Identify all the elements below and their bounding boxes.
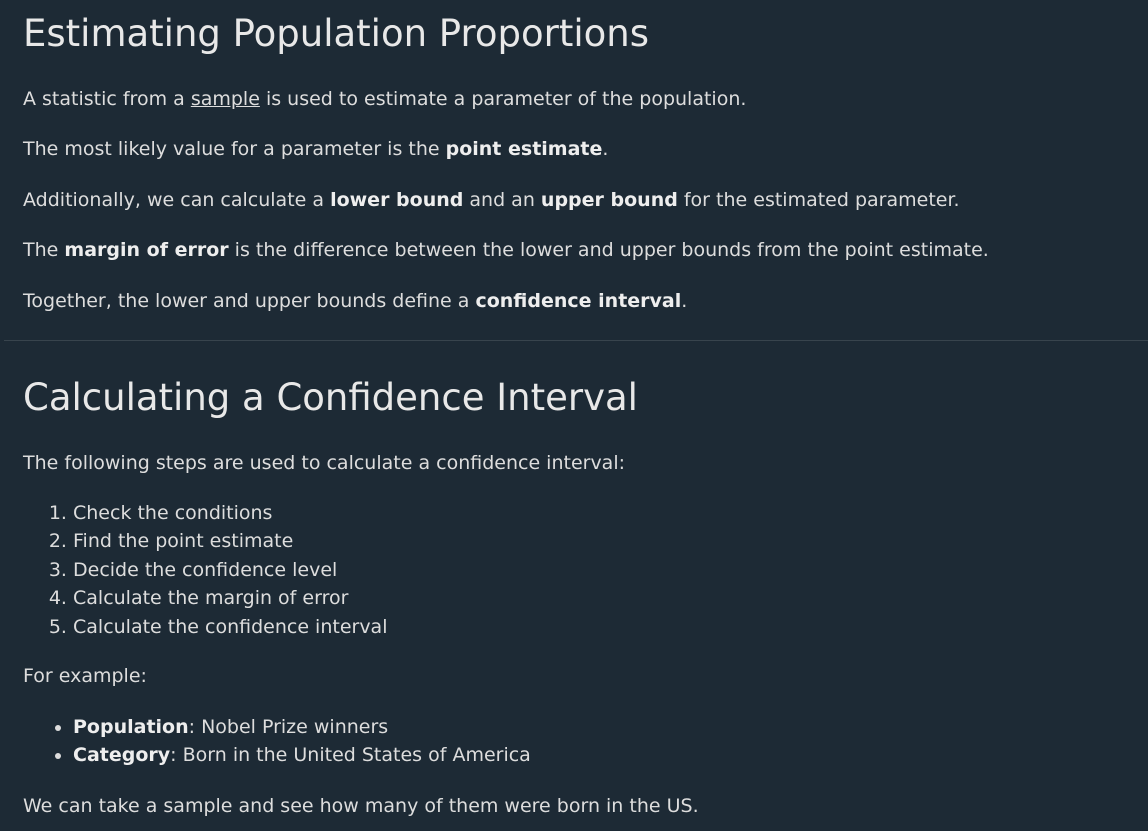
sample-link[interactable]: sample bbox=[190, 88, 260, 110]
bold-term: margin of error bbox=[64, 239, 229, 261]
paragraph-steps-intro: The following steps are used to calculat… bbox=[23, 452, 626, 474]
paragraph-confidence-interval: Together, the lower and upper bounds def… bbox=[23, 287, 687, 315]
list-item: Calculate the confidence interval bbox=[73, 613, 387, 641]
steps-list: Check the conditions Find the point esti… bbox=[23, 499, 387, 641]
bold-term: point estimate bbox=[445, 138, 603, 160]
bold-term: upper bound bbox=[540, 189, 678, 211]
bold-term: confidence interval bbox=[475, 290, 682, 312]
list-item: Decide the confidence level bbox=[73, 556, 387, 584]
paragraph-example-label: For example: bbox=[23, 665, 147, 687]
page-title: Estimating Population Proportions bbox=[23, 12, 649, 55]
text: and an bbox=[463, 189, 541, 211]
paragraph-closing: We can take a sample and see how many of… bbox=[23, 795, 699, 817]
paragraph-statistic: A statistic from a sample is used to est… bbox=[23, 85, 746, 113]
example-list: Population: Nobel Prize winners Category… bbox=[23, 713, 531, 770]
list-item: Category: Born in the United States of A… bbox=[73, 741, 531, 769]
text: Together, the lower and upper bounds def… bbox=[23, 290, 476, 312]
text: : Nobel Prize winners bbox=[188, 716, 389, 738]
bold-term: Population bbox=[73, 716, 189, 738]
list-item: Check the conditions bbox=[73, 499, 387, 527]
text: is the difference between the lower and … bbox=[228, 239, 989, 261]
text: is used to estimate a parameter of the p… bbox=[259, 88, 747, 110]
paragraph-bounds: Additionally, we can calculate a lower b… bbox=[23, 186, 960, 214]
list-item: Calculate the margin of error bbox=[73, 584, 387, 612]
list-item: Find the point estimate bbox=[73, 527, 387, 555]
section-title: Calculating a Confidence Interval bbox=[23, 376, 638, 419]
text: . bbox=[681, 290, 688, 312]
list-item: Population: Nobel Prize winners bbox=[73, 713, 531, 741]
text: : Born in the United States of America bbox=[170, 744, 531, 767]
bold-term: lower bound bbox=[330, 189, 464, 211]
text: The bbox=[23, 239, 65, 261]
section-divider bbox=[4, 340, 1148, 341]
text: The most likely value for a parameter is… bbox=[23, 138, 446, 160]
text: Additionally, we can calculate a bbox=[23, 189, 331, 211]
text: for the estimated parameter. bbox=[677, 189, 960, 211]
paragraph-margin-of-error: The margin of error is the difference be… bbox=[23, 236, 989, 264]
text: . bbox=[602, 138, 609, 160]
paragraph-point-estimate: The most likely value for a parameter is… bbox=[23, 135, 608, 163]
bold-term: Category bbox=[73, 744, 171, 767]
text: A statistic from a bbox=[23, 88, 191, 110]
